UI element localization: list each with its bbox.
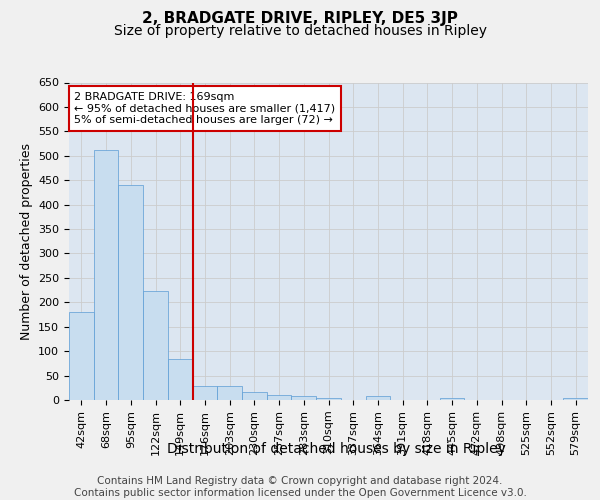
Bar [193, 386, 217, 400]
Bar [143, 290, 168, 400]
Text: Distribution of detached houses by size in Ripley: Distribution of detached houses by size … [167, 442, 505, 456]
Bar [69, 312, 94, 400]
Text: Contains HM Land Registry data © Crown copyright and database right 2024.
Contai: Contains HM Land Registry data © Crown c… [74, 476, 526, 498]
Bar [242, 392, 267, 400]
Y-axis label: Number of detached properties: Number of detached properties [20, 143, 32, 340]
Text: 2 BRADGATE DRIVE: 169sqm
← 95% of detached houses are smaller (1,417)
5% of semi: 2 BRADGATE DRIVE: 169sqm ← 95% of detach… [74, 92, 335, 125]
Bar [316, 398, 341, 400]
Bar [365, 396, 390, 400]
Bar [440, 398, 464, 400]
Bar [168, 359, 193, 400]
Bar [267, 395, 292, 400]
Bar [292, 396, 316, 400]
Bar [563, 398, 588, 400]
Bar [217, 386, 242, 400]
Text: Size of property relative to detached houses in Ripley: Size of property relative to detached ho… [113, 24, 487, 38]
Bar [118, 184, 143, 400]
Bar [94, 150, 118, 400]
Text: 2, BRADGATE DRIVE, RIPLEY, DE5 3JP: 2, BRADGATE DRIVE, RIPLEY, DE5 3JP [142, 11, 458, 26]
